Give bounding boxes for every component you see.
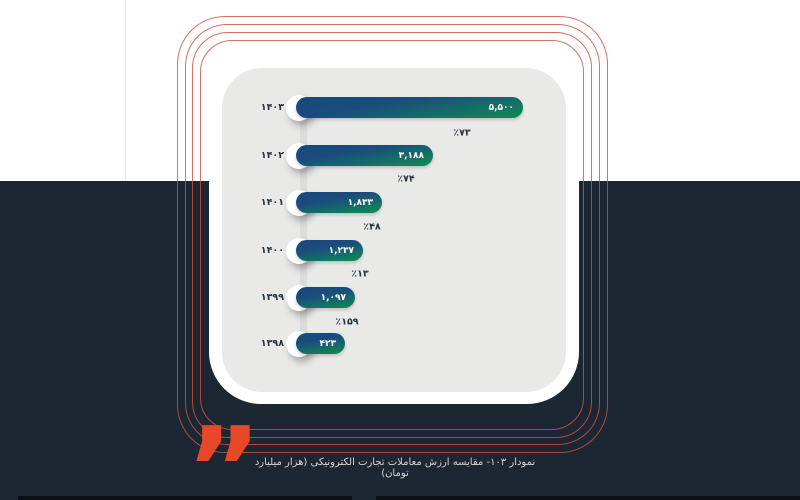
- value-bar: ۱,۸۳۳: [296, 192, 382, 213]
- bar-value-label: ۱,۲۳۷: [328, 245, 354, 256]
- growth-percent-label: ٪۱۳: [351, 268, 369, 280]
- year-label: ۱۳۹۹: [260, 292, 284, 303]
- decorative-ring-outline: [192, 32, 592, 438]
- year-label: ۱۴۰۰: [260, 245, 284, 256]
- decorative-ring-outline: [200, 40, 584, 430]
- value-bar: ۴۲۳: [296, 333, 345, 354]
- year-label: ۱۴۰۳: [260, 102, 284, 113]
- cutoff-content-strip: [376, 496, 800, 500]
- cutoff-content-strip: [18, 496, 352, 500]
- value-bar: ۵,۵۰۰: [296, 97, 523, 118]
- bar-value-label: ۱,۸۳۳: [347, 197, 373, 208]
- year-label: ۱۳۹۸: [260, 338, 284, 349]
- decorative-ring-outline: [177, 16, 608, 453]
- bar-value-label: ۱,۰۹۷: [320, 292, 346, 303]
- quote-icon: ”: [185, 403, 262, 500]
- decorative-ring-outline: [185, 24, 600, 445]
- growth-percent-label: ٪۴۸: [363, 221, 381, 233]
- page-fold-line: [125, 0, 126, 181]
- chart-caption: نمودار ۱۰۳- مقایسه ارزش معاملات تجارت ال…: [254, 457, 536, 479]
- value-bar: ۳,۱۸۸: [296, 145, 433, 166]
- chart-card: [222, 68, 566, 392]
- growth-percent-label: ٪۷۴: [397, 173, 415, 185]
- growth-percent-label: ٪۱۵۹: [335, 316, 359, 328]
- year-label: ۱۴۰۲: [260, 150, 284, 161]
- bar-value-label: ۳,۱۸۸: [398, 150, 424, 161]
- timeline-spine: [300, 108, 307, 344]
- value-bar: ۱,۰۹۷: [296, 287, 355, 308]
- growth-percent-label: ٪۷۳: [453, 127, 471, 139]
- year-label: ۱۴۰۱: [260, 197, 284, 208]
- value-bar: ۱,۲۳۷: [296, 240, 363, 261]
- bar-value-label: ۵,۵۰۰: [488, 102, 514, 113]
- bar-value-label: ۴۲۳: [319, 338, 336, 349]
